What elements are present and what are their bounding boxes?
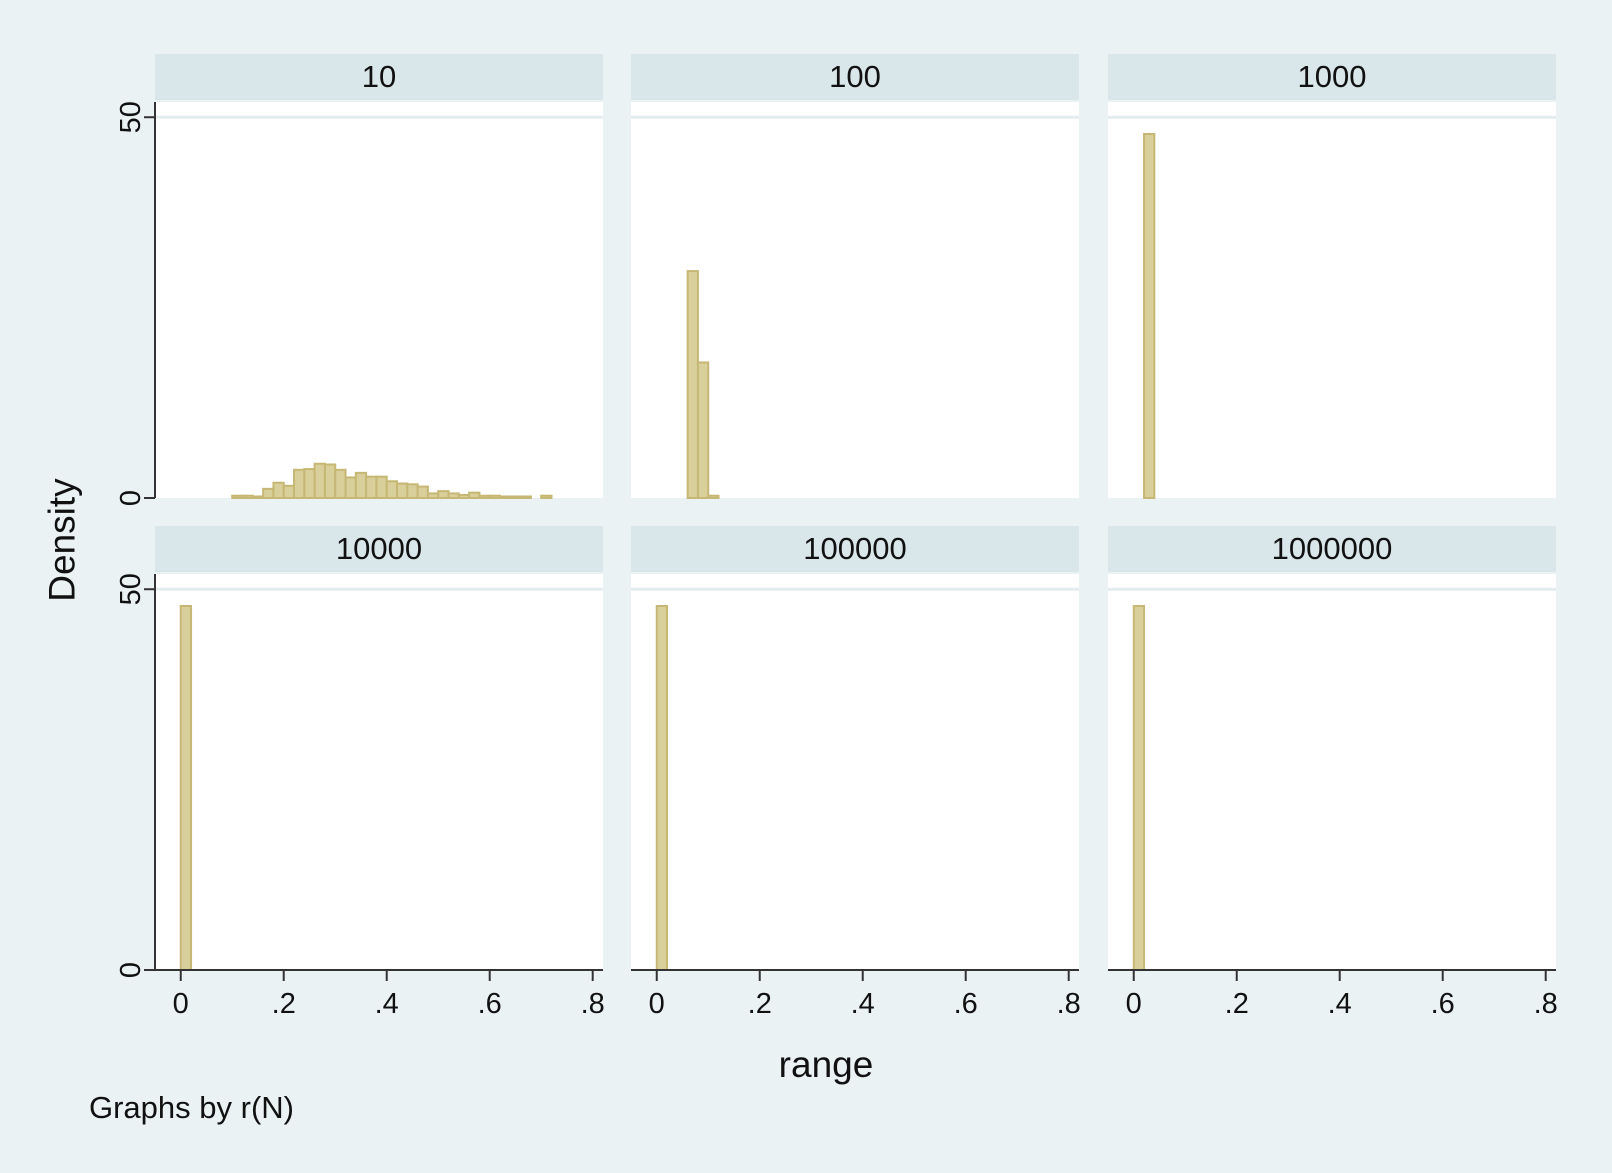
panel-10-ytick-label-50: 50: [115, 101, 147, 133]
panel-10-bar-19: [416, 485, 429, 500]
panel-10000-xtick-label-4: .8: [581, 988, 605, 1020]
panel-10-bar-3: [251, 495, 265, 500]
panel-10-bar-18: [406, 483, 419, 499]
panel-10000-ytick-label-0: 0: [115, 962, 147, 978]
panel-1000000-xtick-label-0: 0: [1126, 988, 1142, 1020]
panel-10000-ytick-label-50: 50: [115, 573, 147, 605]
panel-1000000-plot-area: [1108, 574, 1556, 970]
panel-10-bar-28: [509, 495, 522, 500]
panel-10-bar-15: [375, 475, 388, 499]
panel-10-bar-26: [488, 494, 502, 500]
panel-1000000-xtick-label-3: .6: [1431, 988, 1455, 1020]
panel-100-header: [631, 54, 1079, 100]
panel-10-bar-12: [344, 476, 357, 500]
panel-10000-title: 10000: [336, 531, 422, 566]
panel-100000-title: 100000: [803, 531, 906, 566]
panel-1000000-xtick-label-2: .4: [1328, 988, 1352, 1020]
panel-10000-xtick-label-1: .2: [272, 988, 296, 1020]
panel-10-bar-27: [499, 495, 512, 500]
panel-10-bar-14: [365, 475, 378, 499]
panel-10-bar-21: [437, 490, 450, 499]
graphs-by-note: Graphs by r(N): [89, 1090, 294, 1125]
panel-10-bar-4: [262, 487, 275, 500]
panel-100000-xtick-label-0: 0: [649, 988, 665, 1020]
panel-10-bar-22: [447, 492, 460, 499]
panel-100000-xtick-label-4: .8: [1057, 988, 1081, 1020]
panel-10-bar-5: [272, 481, 285, 499]
panel-10000-bar-1: [179, 604, 193, 971]
panel-10-bar-1: [231, 494, 244, 500]
panel-10-bar-9: [313, 462, 326, 500]
panel-10-bar-25: [478, 494, 491, 500]
panel-1000000-bar-1: [1132, 604, 1146, 971]
panel-1000-header: [1108, 54, 1556, 100]
panel-1000000-title: 1000000: [1272, 531, 1393, 566]
y-axis-title: Density: [42, 478, 83, 602]
panel-1000000-xtick-label-1: .2: [1225, 988, 1249, 1020]
panel-100000-xtick-label-3: .6: [954, 988, 978, 1020]
panel-10-bar-23: [457, 493, 471, 500]
panel-10-bar-10: [323, 463, 337, 499]
panel-100000-plot-area: [631, 574, 1079, 970]
panel-1000-title: 1000: [1298, 59, 1367, 94]
panel-1000000-xtick-label-4: .8: [1534, 988, 1558, 1020]
panel-10-bar-11: [334, 468, 347, 500]
panel-10-title: 10: [362, 59, 396, 94]
panel-10-bar-13: [354, 471, 368, 500]
panel-10000-xtick-label-0: 0: [173, 988, 189, 1020]
x-axis-title: range: [779, 1044, 874, 1085]
panel-100-bar-2: [696, 361, 710, 500]
panel-100000-xtick-label-1: .2: [748, 988, 772, 1020]
panel-10-bar-20: [426, 492, 440, 499]
panel-10-bar-7: [293, 468, 306, 500]
panel-1000-plot-area: [1108, 102, 1556, 498]
panel-100-title: 100: [829, 59, 881, 94]
panel-10-bar-8: [303, 468, 316, 499]
panel-1000-bar-1: [1143, 132, 1156, 499]
panel-10-bar-30: [540, 494, 553, 500]
panel-10-bar-2: [241, 494, 254, 500]
panel-10000-header: [155, 526, 603, 572]
panel-10-bar-16: [385, 480, 399, 499]
panel-10-bar-6: [282, 484, 296, 500]
panel-10000-plot-area: [155, 574, 603, 970]
panel-10-plot-area: [155, 102, 603, 498]
panel-100000-bar-1: [655, 604, 669, 971]
panel-10000-xtick-label-3: .6: [478, 988, 502, 1020]
panel-10-ytick-label-0: 0: [115, 490, 147, 506]
panel-100000-header: [631, 526, 1079, 572]
panel-1000000-header: [1108, 526, 1556, 572]
panel-10000-xtick-label-2: .4: [375, 988, 399, 1020]
panel-100-bar-1: [686, 270, 699, 499]
panel-100-bar-3: [707, 494, 720, 500]
panel-10-bar-24: [468, 491, 481, 499]
panel-10-bar-17: [396, 482, 409, 499]
panel-10-header: [155, 54, 603, 100]
panel-100000-xtick-label-2: .4: [851, 988, 875, 1020]
panel-10-bar-29: [519, 495, 532, 500]
